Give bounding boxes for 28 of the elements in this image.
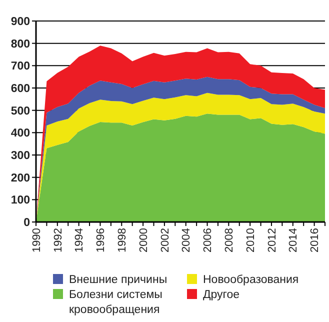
y-tick-label: 400 xyxy=(10,128,30,140)
y-tick-label: 300 xyxy=(10,150,30,162)
y-tick-label: 700 xyxy=(10,60,30,73)
x-tick-label: 2010 xyxy=(244,228,257,252)
x-tick-label: 2000 xyxy=(138,228,150,252)
y-tick-label: 600 xyxy=(10,83,30,96)
y-tick-label: 200 xyxy=(10,172,30,184)
y-tick-label: 800 xyxy=(10,38,30,50)
y-tick-label: 0 xyxy=(24,217,30,230)
y-tick-label: 500 xyxy=(10,105,30,118)
x-tick-label: 2016 xyxy=(309,228,322,252)
x-tick-label: 1992 xyxy=(52,228,64,252)
x-tick-label: 2002 xyxy=(159,228,172,252)
y-tick-label: 900 xyxy=(10,16,30,28)
x-tick-label: 1996 xyxy=(95,228,108,252)
legend-label: Другое xyxy=(203,289,240,301)
x-tick-label: 2006 xyxy=(202,228,214,252)
x-tick-label: 1990 xyxy=(30,228,43,252)
x-tick-label: 1994 xyxy=(74,228,86,252)
x-tick-label: 2004 xyxy=(180,228,193,252)
legend-label: Внешние причины xyxy=(69,274,168,286)
x-tick-label: 2014 xyxy=(288,228,300,252)
x-tick-label: 2008 xyxy=(224,228,236,252)
legend-label: Болезни системы кровообращения xyxy=(69,289,162,316)
x-tick-label: 2012 xyxy=(266,228,278,252)
x-tick-label: 1998 xyxy=(116,228,128,252)
y-tick-label: 100 xyxy=(10,194,30,207)
legend-label: Новообразования xyxy=(203,274,299,286)
